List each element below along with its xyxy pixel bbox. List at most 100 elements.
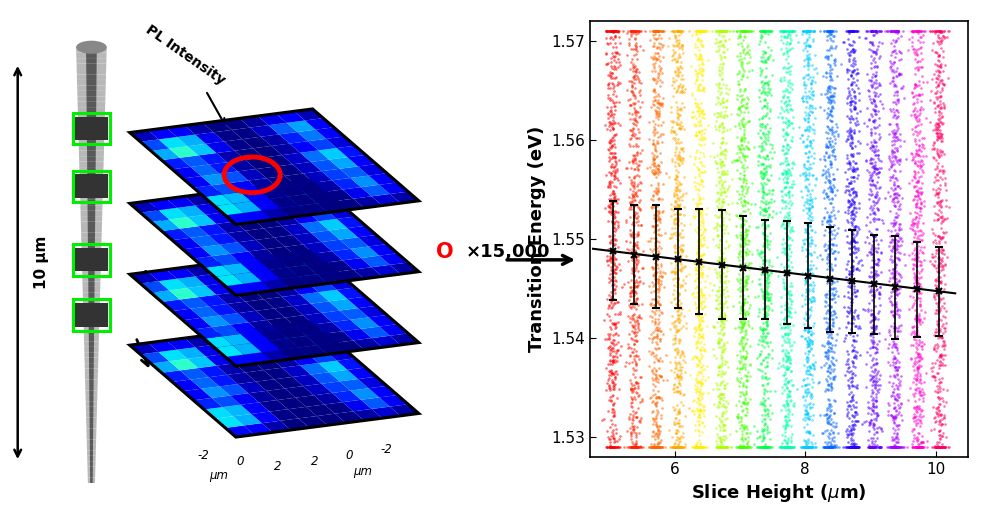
- Point: [756, 343, 772, 351]
- Point: [716, 419, 731, 428]
- Polygon shape: [277, 327, 306, 339]
- Point: [886, 194, 901, 203]
- Point: [902, 149, 918, 157]
- Point: [663, 358, 678, 366]
- Point: [626, 272, 642, 281]
- Point: [667, 187, 683, 195]
- Point: [781, 359, 797, 368]
- Point: [729, 80, 745, 89]
- Point: [908, 345, 924, 353]
- Polygon shape: [340, 379, 369, 391]
- Polygon shape: [321, 310, 350, 322]
- Point: [846, 87, 862, 95]
- Point: [626, 443, 642, 451]
- Point: [862, 218, 878, 226]
- Point: [598, 443, 613, 451]
- Point: [799, 141, 815, 150]
- Point: [739, 279, 755, 287]
- Point: [735, 161, 751, 169]
- Point: [781, 443, 797, 451]
- Point: [863, 52, 879, 61]
- Point: [915, 143, 931, 152]
- Point: [820, 27, 836, 35]
- Point: [605, 432, 620, 440]
- Point: [909, 376, 925, 384]
- Point: [774, 159, 789, 167]
- Polygon shape: [88, 270, 94, 276]
- Polygon shape: [208, 304, 238, 316]
- Point: [804, 337, 820, 345]
- Point: [648, 443, 664, 451]
- Point: [720, 443, 735, 451]
- Point: [804, 383, 820, 392]
- Point: [934, 266, 950, 275]
- Point: [774, 362, 789, 370]
- Point: [845, 27, 861, 35]
- Point: [628, 111, 644, 119]
- Point: [696, 149, 712, 157]
- Point: [606, 261, 621, 269]
- Point: [816, 214, 832, 223]
- Point: [645, 169, 661, 177]
- Point: [755, 326, 771, 334]
- Point: [823, 307, 838, 316]
- Point: [932, 253, 948, 261]
- Point: [803, 265, 819, 273]
- Point: [886, 358, 901, 366]
- Point: [821, 244, 837, 252]
- Point: [799, 157, 815, 165]
- Point: [799, 414, 815, 422]
- Point: [712, 434, 727, 442]
- Text: 0: 0: [345, 449, 353, 463]
- Point: [622, 443, 638, 451]
- Point: [828, 44, 843, 52]
- Point: [867, 384, 883, 392]
- Polygon shape: [340, 308, 369, 320]
- Point: [739, 59, 755, 67]
- Point: [746, 422, 762, 430]
- Point: [845, 54, 861, 62]
- Polygon shape: [390, 333, 419, 345]
- Point: [935, 166, 951, 174]
- Point: [841, 128, 857, 136]
- Point: [606, 438, 621, 446]
- Polygon shape: [84, 341, 98, 347]
- Point: [850, 127, 866, 135]
- Point: [864, 338, 880, 347]
- Point: [735, 36, 751, 44]
- Point: [643, 443, 659, 451]
- Point: [605, 160, 620, 168]
- Point: [864, 385, 880, 394]
- Point: [907, 348, 923, 356]
- Point: [859, 233, 875, 242]
- Point: [820, 438, 836, 446]
- Point: [720, 200, 735, 208]
- Point: [887, 394, 902, 402]
- Point: [653, 353, 668, 362]
- Point: [842, 198, 858, 207]
- Point: [650, 410, 665, 418]
- Point: [650, 260, 665, 269]
- Point: [674, 40, 690, 49]
- Point: [693, 350, 709, 358]
- Point: [827, 175, 842, 183]
- Point: [607, 285, 622, 293]
- Point: [845, 173, 861, 181]
- Point: [928, 155, 944, 164]
- Point: [735, 221, 751, 229]
- Point: [601, 302, 616, 311]
- Point: [779, 393, 794, 402]
- Point: [645, 414, 661, 423]
- Point: [845, 237, 861, 245]
- Point: [889, 188, 904, 197]
- Point: [826, 221, 841, 229]
- Point: [682, 62, 698, 70]
- Point: [800, 340, 816, 349]
- Point: [863, 128, 879, 136]
- Point: [628, 305, 644, 313]
- Point: [620, 27, 636, 35]
- Point: [646, 31, 662, 39]
- Point: [910, 90, 926, 99]
- Point: [716, 285, 731, 293]
- Point: [716, 396, 731, 405]
